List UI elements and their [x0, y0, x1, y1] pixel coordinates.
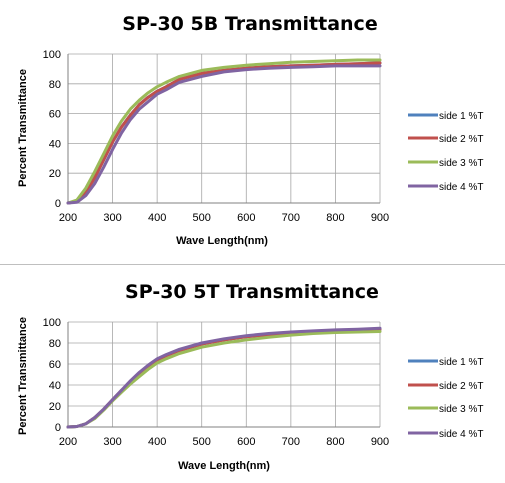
bottom-y-tick-label-40: 40 [49, 380, 61, 392]
top-y-tick-label-0: 0 [55, 198, 61, 210]
top-legend-label-2: side 2 %T [439, 134, 483, 145]
bottom-y-tick-label-0: 0 [55, 422, 61, 434]
bottom-x-tick-label-200: 200 [59, 436, 77, 448]
top-x-tick-label-800: 800 [326, 212, 344, 224]
bottom-x-tick-label-300: 300 [103, 436, 121, 448]
bottom-y-tick-label-60: 60 [49, 359, 61, 371]
bottom-x-tick-label-700: 700 [282, 436, 300, 448]
bottom-x-axis-label: Wave Length(nm) [178, 460, 270, 472]
top-x-tick-label-500: 500 [193, 212, 211, 224]
bottom-y-axis-label: Percent Transmittance [17, 317, 29, 435]
top-legend-label-4: side 4 %T [439, 182, 483, 193]
top-x-tick-label-900: 900 [371, 212, 389, 224]
top-series-line-4 [66, 64, 382, 205]
top-x-axis-label: Wave Length(nm) [176, 235, 268, 247]
bottom-y-tick-label-100: 100 [43, 317, 61, 329]
bottom-x-tick-label-800: 800 [326, 436, 344, 448]
top-y-tick-label-20: 20 [49, 168, 61, 180]
bottom-legend-label-1: side 1 %T [439, 357, 483, 368]
chart-panel-bottom: SP-30 5T Transmittance 0 20 40 60 80 100 200 300… [0, 264, 505, 483]
chart-panel-top: SP-30 5B Transmittance 0 20 40 60 80 100 200 300… [17, 13, 484, 247]
top-x-tick-label-600: 600 [237, 212, 255, 224]
chart-top-svg: SP-30 5B Transmittance 0 20 40 60 80 100 200 300… [17, 13, 483, 247]
top-y-tick-label-100: 100 [43, 49, 61, 61]
bottom-y-tick-label-80: 80 [49, 338, 61, 350]
top-y-tick-label-60: 60 [49, 109, 61, 121]
top-x-tick-label-200: 200 [59, 212, 77, 224]
bottom-legend-label-2: side 2 %T [439, 381, 483, 392]
chart-bottom-svg: SP-30 5T Transmittance 0 20 40 60 80 100 200 300… [17, 281, 483, 472]
top-x-tick-label-300: 300 [103, 212, 121, 224]
bottom-legend-label-4: side 4 %T [439, 429, 483, 440]
bottom-x-tick-label-600: 600 [237, 436, 255, 448]
bottom-series-line-3 [66, 330, 382, 429]
bottom-chart-title: SP-30 5T Transmittance [125, 281, 379, 303]
bottom-series-line-4 [66, 326, 382, 429]
bottom-legend-label-3: side 3 %T [439, 404, 483, 415]
bottom-y-tick-label-20: 20 [49, 401, 61, 413]
top-x-tick-label-700: 700 [282, 212, 300, 224]
top-series-line-3 [66, 58, 382, 205]
top-x-tick-label-400: 400 [148, 212, 166, 224]
top-y-tick-label-40: 40 [49, 138, 61, 150]
bottom-x-tick-label-400: 400 [148, 436, 166, 448]
top-legend-label-3: side 3 %T [439, 158, 483, 169]
bottom-x-tick-label-500: 500 [193, 436, 211, 448]
top-chart-title: SP-30 5B Transmittance [122, 13, 377, 35]
bottom-x-tick-label-900: 900 [371, 436, 389, 448]
top-y-tick-label-80: 80 [49, 79, 61, 91]
top-y-axis-label: Percent Transmittance [17, 69, 29, 187]
top-legend-label-1: side 1 %T [439, 111, 483, 122]
